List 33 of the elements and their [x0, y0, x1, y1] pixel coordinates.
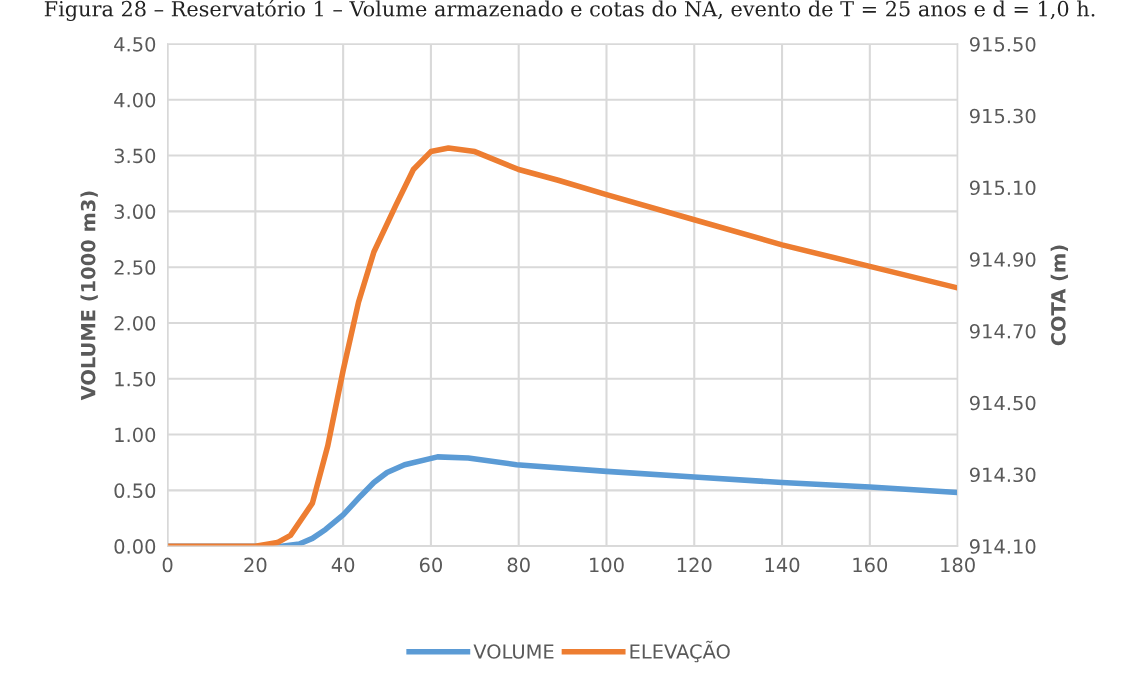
y2-tick-label: 914.70 — [969, 323, 1036, 339]
y-tick-label: 1.00 — [115, 427, 156, 443]
y2-tick-label: 914.90 — [969, 252, 1036, 267]
y2-tick-label: 914.30 — [969, 467, 1036, 483]
x-tick-label: 80 — [507, 557, 530, 573]
y2-tick-label: 915.10 — [969, 180, 1036, 196]
y2-axis-title: COTA (m) — [1050, 245, 1068, 346]
y-tick-label: 4.50 — [114, 36, 156, 52]
x-tick-label: 140 — [765, 557, 800, 573]
y-tick-label: 3.00 — [114, 204, 156, 220]
y2-tick-label: 914.10 — [969, 539, 1036, 554]
x-tick-label: 60 — [419, 557, 442, 573]
y-tick-label: 1.50 — [115, 371, 156, 387]
y-tick-label: 3.50 — [114, 148, 156, 164]
y-tick-label: 0.00 — [114, 539, 156, 554]
x-tick-label: 100 — [590, 557, 624, 573]
x-tick-label: 20 — [244, 557, 267, 573]
y2-tick-label: 915.30 — [969, 108, 1036, 124]
y-tick-label: 2.50 — [114, 260, 156, 275]
x-tick-label: 160 — [853, 557, 888, 573]
x-tick-label: 0 — [162, 557, 173, 573]
y-axis-title: VOLUME (1000 m3) — [80, 191, 98, 401]
chart-title: Figura 28 – Reservatório 1 – Volume armazenado e cotas do NA, evento de T = 25 anos e d = 1,0 h. — [44, 0, 1095, 21]
x-tick-label: 120 — [677, 557, 712, 573]
y2-tick-label: 915.50 — [969, 36, 1036, 52]
y-tick-label: 2.00 — [114, 315, 156, 331]
x-tick-label: 180 — [941, 557, 975, 573]
legend-label: ELEVAÇÃO — [630, 640, 730, 663]
y-tick-label: 0.50 — [114, 483, 156, 499]
x-tick-label: 40 — [331, 557, 355, 573]
y-tick-label: 4.00 — [114, 92, 156, 108]
legend-label: VOLUME — [473, 644, 554, 659]
y2-tick-label: 914.50 — [969, 395, 1036, 411]
